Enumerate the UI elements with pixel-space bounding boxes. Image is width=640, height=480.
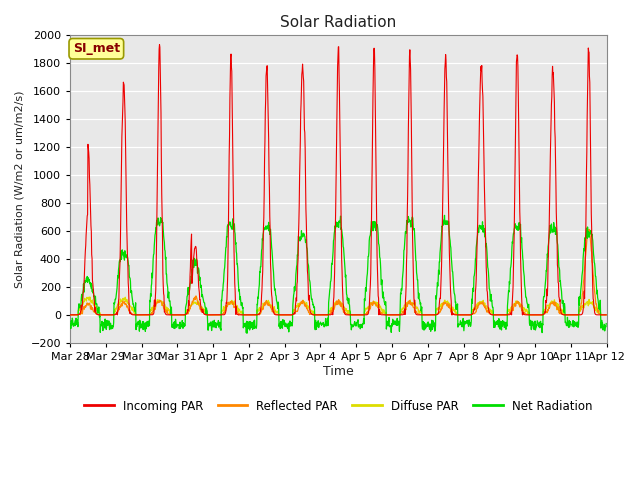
Y-axis label: Solar Radiation (W/m2 or um/m2/s): Solar Radiation (W/m2 or um/m2/s) — [15, 90, 25, 288]
Legend: Incoming PAR, Reflected PAR, Diffuse PAR, Net Radiation: Incoming PAR, Reflected PAR, Diffuse PAR… — [79, 395, 597, 417]
X-axis label: Time: Time — [323, 365, 354, 378]
Title: Solar Radiation: Solar Radiation — [280, 15, 396, 30]
Text: SI_met: SI_met — [73, 42, 120, 55]
